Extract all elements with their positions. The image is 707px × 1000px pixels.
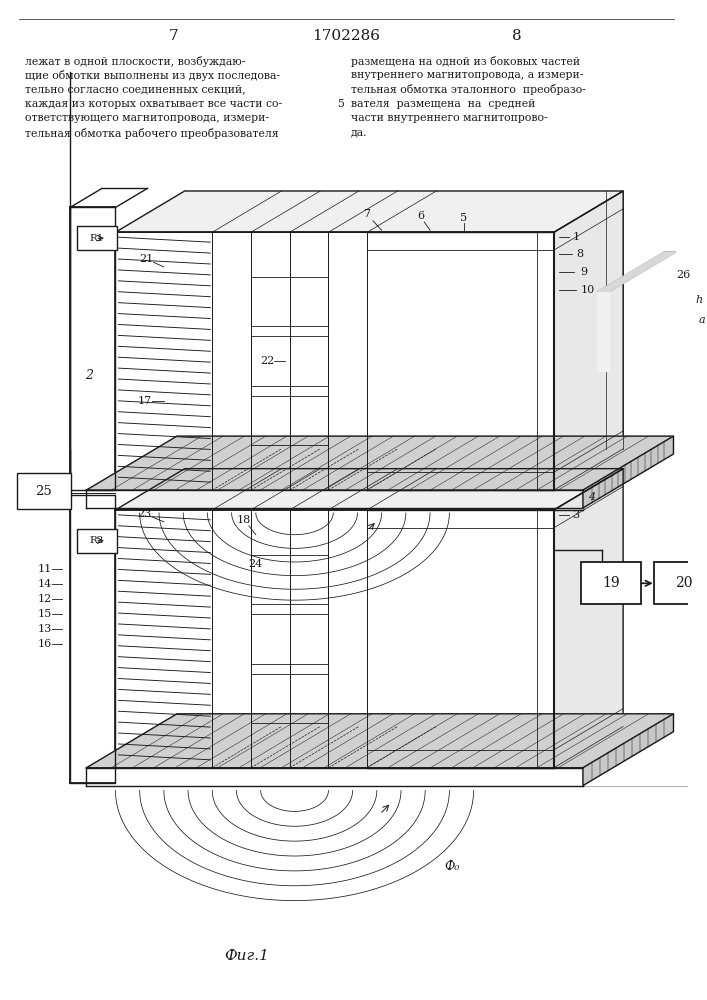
Text: Фиг.1: Фиг.1 [223, 949, 269, 963]
Text: 2: 2 [86, 369, 93, 382]
Text: 14: 14 [37, 579, 52, 589]
Text: 21: 21 [139, 254, 153, 264]
Text: 22: 22 [260, 356, 274, 366]
Text: 10: 10 [580, 285, 595, 295]
Text: вателя  размещена  на  средней: вателя размещена на средней [351, 99, 535, 109]
Text: 5: 5 [337, 99, 344, 109]
FancyBboxPatch shape [77, 529, 117, 553]
Text: 26: 26 [676, 270, 690, 280]
Text: 13: 13 [37, 624, 52, 634]
Polygon shape [583, 714, 674, 786]
Text: 5: 5 [460, 213, 467, 223]
Polygon shape [115, 469, 623, 510]
Polygon shape [597, 252, 676, 292]
Text: 12: 12 [37, 594, 52, 604]
Text: 25: 25 [35, 485, 52, 498]
FancyBboxPatch shape [17, 473, 71, 509]
Text: 23: 23 [137, 509, 151, 519]
Text: щие обмотки выполнены из двух последова-: щие обмотки выполнены из двух последова- [25, 70, 281, 81]
Polygon shape [597, 292, 609, 371]
Text: 9: 9 [580, 267, 588, 277]
Text: 11: 11 [37, 564, 52, 574]
Text: 17: 17 [137, 396, 151, 406]
Polygon shape [86, 714, 674, 768]
Text: тельно согласно соединенных секций,: тельно согласно соединенных секций, [25, 84, 246, 94]
Text: 20: 20 [675, 576, 692, 590]
Text: 4: 4 [588, 492, 595, 502]
FancyBboxPatch shape [77, 226, 117, 250]
Text: 3: 3 [573, 510, 580, 520]
Text: тельная обмотка рабочего преобразователя: тельная обмотка рабочего преобразователя [25, 128, 279, 139]
Polygon shape [583, 436, 674, 508]
Text: ответствующего магнитопровода, измери-: ответствующего магнитопровода, измери- [25, 113, 269, 123]
Text: внутреннего магнитопровода, а измери-: внутреннего магнитопровода, а измери- [351, 70, 583, 80]
Text: тельная обмотка эталонного  преобразо-: тельная обмотка эталонного преобразо- [351, 84, 585, 95]
Text: R1: R1 [90, 234, 104, 243]
Text: 19: 19 [602, 576, 620, 590]
Text: 24: 24 [249, 559, 263, 569]
Text: 8: 8 [576, 249, 583, 259]
Text: лежат в одной плоскости, возбуждаю-: лежат в одной плоскости, возбуждаю- [25, 56, 246, 67]
FancyBboxPatch shape [581, 562, 641, 604]
Text: 1: 1 [573, 232, 580, 242]
Text: h: h [695, 295, 702, 305]
Text: R2: R2 [90, 536, 104, 545]
Text: 18: 18 [237, 515, 251, 525]
Text: 7: 7 [363, 209, 370, 219]
Polygon shape [554, 191, 623, 490]
Text: 6: 6 [417, 211, 424, 221]
Polygon shape [115, 191, 623, 232]
Text: 15: 15 [37, 609, 52, 619]
Text: a: a [698, 315, 705, 325]
FancyBboxPatch shape [653, 562, 707, 604]
Text: размещена на одной из боковых частей: размещена на одной из боковых частей [351, 56, 580, 67]
Text: 16: 16 [37, 639, 52, 649]
Text: части внутреннего магнитопрово-: части внутреннего магнитопрово- [351, 113, 547, 123]
Text: 1702286: 1702286 [312, 29, 380, 43]
Polygon shape [554, 469, 623, 768]
Text: каждая из которых охватывает все части со-: каждая из которых охватывает все части с… [25, 99, 283, 109]
Text: 7: 7 [169, 29, 178, 43]
Text: Ф₀: Ф₀ [445, 860, 460, 873]
Text: 8: 8 [513, 29, 522, 43]
Text: да.: да. [351, 128, 367, 138]
Polygon shape [86, 436, 674, 490]
